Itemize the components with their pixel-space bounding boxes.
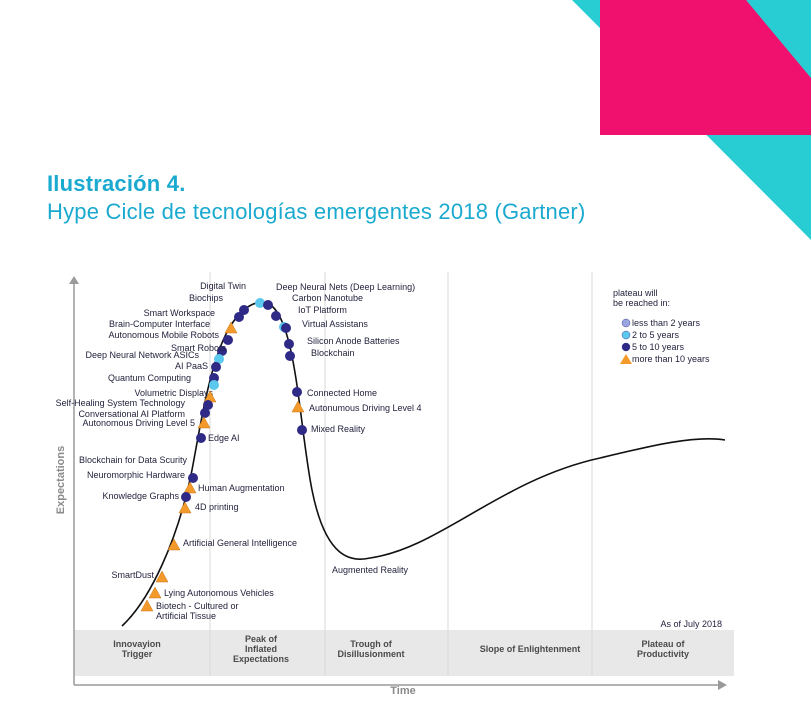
technology-label: AI PaaS — [175, 361, 208, 371]
technology-label: 4D printing — [195, 502, 239, 512]
phase-label-slope: Slope of Enlightenment — [480, 644, 581, 654]
figure-heading: Ilustración 4. Hype Cicle de tecnologías… — [47, 170, 585, 226]
figure-number: Ilustración 4. — [47, 171, 186, 196]
marker-15 — [188, 473, 198, 483]
legend-marker — [621, 342, 631, 352]
marker-22 — [140, 599, 154, 612]
technology-label: Human Augmentation — [198, 483, 285, 493]
phase-band — [74, 630, 734, 676]
technology-label: Augmented Reality — [332, 565, 409, 575]
marker-20 — [155, 570, 169, 583]
legend-title: plateau will — [613, 288, 658, 298]
technology-label: Silicon Anode Batteries — [307, 336, 400, 346]
marker-18 — [178, 501, 192, 514]
technology-label: Digital Twin — [200, 281, 246, 291]
marker-17 — [181, 492, 191, 502]
marker-27 — [284, 339, 294, 349]
technology-label: Deep Neural Nets (Deep Learning) — [276, 282, 415, 292]
legend-label: 2 to 5 years — [632, 330, 680, 340]
technology-label: SmartDust — [111, 570, 154, 580]
marker-28 — [285, 351, 295, 361]
y-axis-label: Expectations — [55, 446, 67, 514]
marker-30 — [291, 400, 305, 413]
marker-6 — [214, 354, 224, 364]
marker-16 — [183, 481, 197, 494]
marker-26 — [281, 323, 291, 333]
hype-curve — [121, 301, 726, 627]
technology-label: Autonumous Driving Level 4 — [309, 403, 422, 413]
marker-13 — [197, 416, 211, 429]
marker-23 — [263, 300, 273, 310]
marker-29 — [292, 387, 302, 397]
x-axis-arrow — [718, 680, 727, 690]
marker-1 — [239, 305, 249, 315]
marker-5 — [217, 346, 227, 356]
technology-label: Mixed Reality — [311, 424, 366, 434]
technology-label: Carbon Nanotube — [292, 293, 363, 303]
technology-label: Blockchain for Data Scurity — [79, 455, 188, 465]
marker-8 — [209, 373, 219, 383]
marker-2 — [234, 312, 244, 322]
technology-label: Edge AI — [208, 433, 240, 443]
legend-label: more than 10 years — [632, 354, 710, 364]
technology-label: Biotech - Cultured or Artificial Tissue — [156, 601, 239, 621]
marker-14 — [196, 433, 206, 443]
technology-label: Self-Healing System Technology — [56, 398, 186, 408]
technology-label: Virtual Assistans — [302, 319, 368, 329]
legend-label: less than 2 years — [632, 318, 701, 328]
technology-label: Brain-Computer Interface — [109, 319, 210, 329]
marker-21 — [148, 586, 162, 599]
phase-label-innovation: Innovayion Trigger — [113, 639, 161, 659]
legend-title: be reached in: — [613, 298, 670, 308]
legend-marker — [621, 330, 631, 340]
marker-31 — [297, 425, 307, 435]
technology-label: Autonomous Mobile Robots — [108, 330, 219, 340]
marker-11 — [203, 400, 213, 410]
x-axis-label: Time — [390, 685, 415, 697]
technology-label: Biochips — [189, 293, 224, 303]
technology-label: Volumetric Displays — [134, 388, 213, 398]
technology-label: Artificial General Intelligence — [183, 538, 297, 548]
technology-label: Knowledge Graphs — [102, 491, 179, 501]
marker-9 — [209, 380, 219, 390]
marker-12 — [200, 408, 210, 418]
technology-label: Lying Autonomous Vehicles — [164, 588, 274, 598]
legend-label: 5 to 10 years — [632, 342, 685, 352]
phase-label-plateau: Plateau of Productivity — [637, 639, 689, 659]
technology-label: Smart Robots — [171, 343, 227, 353]
pink-triangle — [600, 0, 811, 135]
legend-marker — [620, 354, 632, 364]
phase-label-trough: Trough of Disillusionment — [337, 639, 404, 659]
technology-label: Connected Home — [307, 388, 377, 398]
technology-label: IoT Platform — [298, 305, 347, 315]
marker-24 — [271, 311, 281, 321]
marker-7 — [211, 362, 221, 372]
technology-label: Smart Workspace — [144, 308, 215, 318]
marker-19 — [167, 538, 181, 551]
technology-label: Quantum Computing — [108, 373, 191, 383]
y-axis-arrow — [69, 276, 79, 284]
technology-label: Neuromorphic Hardware — [87, 470, 185, 480]
marker-3 — [224, 321, 238, 334]
marker-4 — [223, 335, 233, 345]
as-of-note: As of July 2018 — [660, 619, 722, 629]
phase-label-peak: Peak of Inflated Expectations — [233, 634, 289, 664]
technology-label: Autonomous Driving Level 5 — [82, 418, 195, 428]
technology-label: Blockchain — [311, 348, 355, 358]
legend-marker — [621, 318, 631, 328]
technology-label: Conversational AI Platform — [78, 409, 185, 419]
marker-0 — [255, 298, 265, 308]
technology-label: Deep Neural Network ASICs — [85, 350, 199, 360]
figure-title: Hype Cicle de tecnologías emergentes 201… — [47, 199, 586, 224]
